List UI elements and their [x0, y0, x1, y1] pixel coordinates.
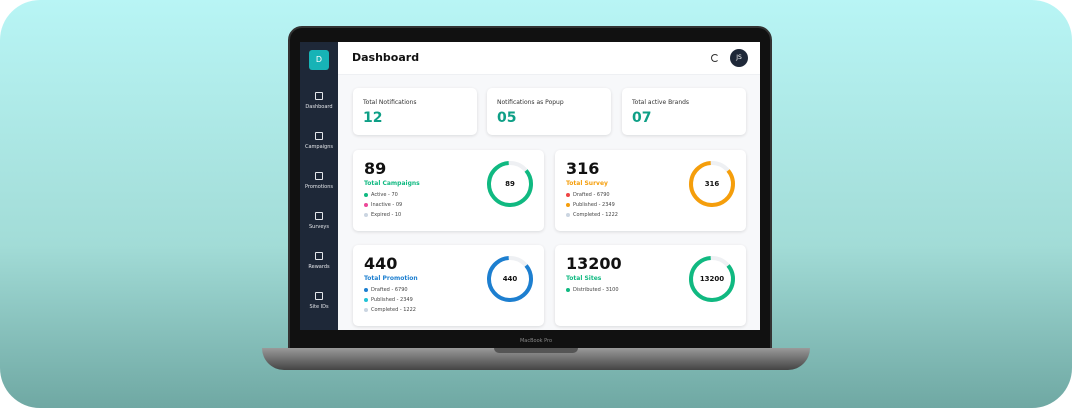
legend-item: Active - 70 [364, 192, 398, 198]
ring [689, 256, 735, 302]
nav-label: Campaigns [304, 144, 333, 150]
legend-dot [566, 212, 570, 217]
nav-label: Promotions [304, 184, 334, 190]
legend-item: Distributed - 3100 [566, 287, 619, 293]
legend-item: Inactive - 09 [364, 202, 402, 208]
legend-dot [364, 297, 368, 302]
ring [487, 161, 533, 207]
stat-value: 05 [497, 110, 517, 126]
summary-card: 316 Total Survey Drafted - 6790 Published -… [555, 150, 746, 231]
stat-value: 12 [363, 110, 383, 126]
legend-label: Completed - 1222 [371, 307, 416, 313]
refresh-button[interactable] [711, 54, 719, 62]
legend-label: Drafted - 6790 [573, 192, 610, 198]
legend-label: Published - 2349 [573, 202, 615, 208]
legend-dot [364, 202, 368, 207]
laptop-notch [494, 348, 578, 353]
card-total: 316 [566, 159, 600, 178]
legend-label: Expired - 10 [371, 212, 402, 218]
legend-label: Inactive - 09 [371, 202, 403, 208]
legend-dot [364, 212, 368, 217]
nav-icon [315, 172, 323, 180]
legend-item: Drafted - 6790 [364, 287, 408, 293]
nav-icon [315, 212, 323, 220]
legend-dot [566, 287, 570, 292]
ring [689, 161, 735, 207]
card-total: 89 [364, 159, 387, 178]
card-title: Total Promotion [364, 275, 418, 282]
legend-dot [566, 192, 570, 197]
legend-item: Expired - 10 [364, 212, 401, 218]
summary-card: 440 Total Promotion Drafted - 6790 Publishe… [353, 245, 544, 326]
stat-card: Total Notifications 12 [353, 88, 477, 135]
nav-icon [315, 92, 323, 100]
card-total: 13200 [566, 254, 622, 273]
legend-label: Distributed - 3100 [573, 287, 619, 293]
ring-label: 316 [704, 180, 720, 188]
ring-label: 89 [505, 180, 515, 188]
stat-label: Total active Brands [632, 99, 690, 106]
nav-item[interactable]: Site IDs [300, 292, 338, 310]
laptop-base [262, 348, 810, 370]
nav-label: Surveys [309, 224, 329, 230]
nav-icon [315, 292, 323, 300]
summary-card: 89 Total Campaigns Active - 70 Inactive - 0… [353, 150, 544, 231]
screen: D Dashboard Campaigns Promotions Surveys Rew… [300, 42, 760, 330]
card-title: Total Survey [566, 180, 608, 187]
legend-dot [566, 202, 570, 207]
sidebar: D Dashboard Campaigns Promotions Surveys Rew… [300, 42, 338, 330]
legend-item: Drafted - 6790 [566, 192, 610, 198]
legend-item: Published - 2349 [566, 202, 615, 208]
card-total: 440 [364, 254, 398, 273]
legend-item: Completed - 1222 [566, 212, 618, 218]
page-title: Dashboard [352, 51, 420, 64]
legend-item: Completed - 1222 [364, 307, 416, 313]
legend-dot [364, 192, 368, 197]
nav-item[interactable]: Dashboard [300, 92, 338, 110]
top-bar: Dashboard JS [338, 42, 760, 75]
legend-label: Active - 70 [371, 192, 398, 198]
summary-card: 13200 Total Sites Distributed - 3100 13200 [555, 245, 746, 326]
ring-label: 440 [502, 275, 518, 283]
card-title: Total Sites [566, 275, 602, 282]
legend-label: Completed - 1222 [573, 212, 618, 218]
stat-label: Total Notifications [363, 99, 417, 106]
nav-label: Dashboard [305, 104, 333, 110]
stat-label: Notifications as Popup [497, 99, 564, 106]
legend-label: Drafted - 6790 [371, 287, 408, 293]
nav-icon [315, 132, 323, 140]
nav-item[interactable]: Promotions [300, 172, 338, 190]
stat-card: Notifications as Popup 05 [487, 88, 611, 135]
card-title: Total Campaigns [364, 180, 420, 187]
nav-icon [315, 252, 323, 260]
avatar[interactable]: JS [730, 49, 748, 67]
nav-item[interactable]: Rewards [300, 252, 338, 270]
nav-label: Rewards [308, 264, 330, 270]
nav-item[interactable]: Surveys [300, 212, 338, 230]
legend-dot [364, 307, 368, 312]
legend-item: Published - 2349 [364, 297, 413, 303]
device-label: MacBook Pro [519, 338, 553, 344]
ring [487, 256, 533, 302]
ring-label: 13200 [699, 275, 725, 283]
stat-value: 07 [632, 110, 652, 126]
nav-item[interactable]: Campaigns [300, 132, 338, 150]
logo[interactable]: D [309, 50, 329, 70]
stat-card: Total active Brands 07 [622, 88, 746, 135]
nav-label: Site IDs [309, 304, 329, 310]
legend-label: Published - 2349 [371, 297, 413, 303]
legend-dot [364, 287, 368, 292]
